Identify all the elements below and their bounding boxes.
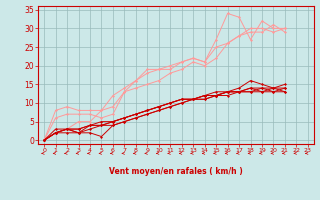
X-axis label: Vent moyen/en rafales ( km/h ): Vent moyen/en rafales ( km/h ) xyxy=(109,167,243,176)
